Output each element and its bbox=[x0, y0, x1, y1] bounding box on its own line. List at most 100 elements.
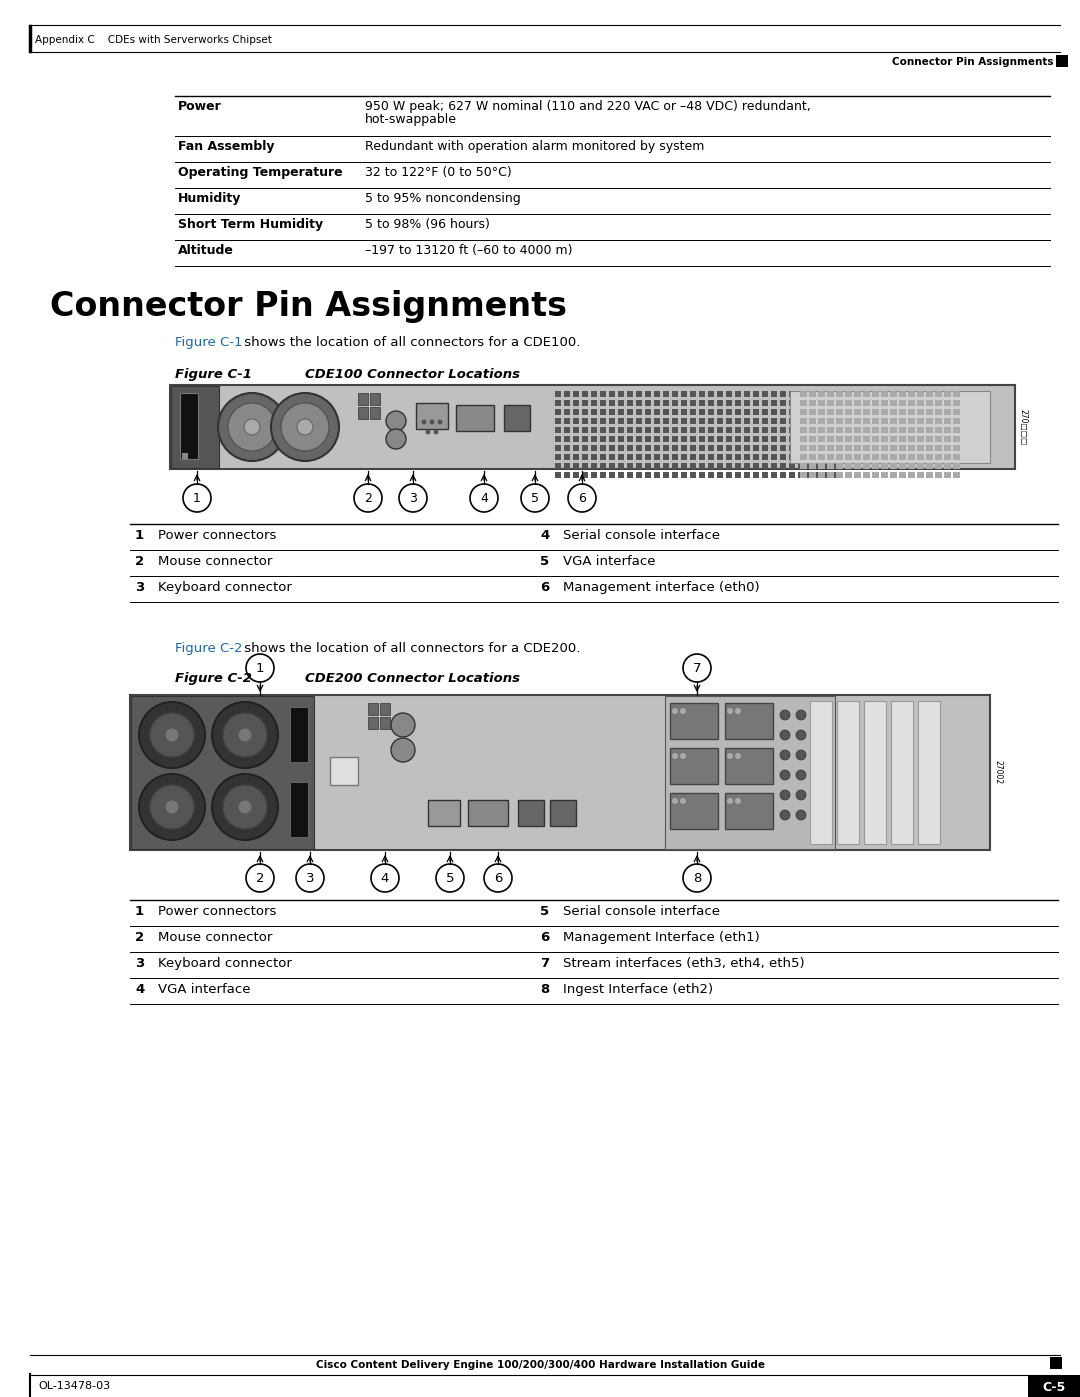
Bar bbox=[654, 454, 660, 460]
Bar bbox=[744, 409, 750, 415]
Bar bbox=[564, 409, 570, 415]
Text: C-5: C-5 bbox=[1042, 1382, 1066, 1394]
Bar bbox=[935, 436, 942, 441]
Bar bbox=[627, 427, 633, 433]
Bar bbox=[753, 400, 759, 407]
Bar bbox=[798, 427, 804, 433]
Bar bbox=[917, 454, 924, 460]
Bar bbox=[699, 454, 705, 460]
Bar bbox=[618, 418, 624, 425]
Bar bbox=[582, 418, 588, 425]
Bar bbox=[726, 436, 732, 441]
Bar bbox=[618, 391, 624, 397]
Bar bbox=[807, 418, 813, 425]
Bar bbox=[944, 472, 951, 478]
Bar bbox=[800, 454, 807, 460]
Bar bbox=[863, 454, 870, 460]
Bar bbox=[863, 427, 870, 433]
Bar bbox=[845, 391, 852, 397]
Bar bbox=[834, 418, 840, 425]
Circle shape bbox=[399, 483, 427, 511]
Bar bbox=[672, 427, 678, 433]
Bar bbox=[456, 405, 494, 432]
Circle shape bbox=[183, 483, 211, 511]
Bar bbox=[654, 472, 660, 478]
Bar bbox=[672, 454, 678, 460]
Bar bbox=[726, 462, 732, 469]
Circle shape bbox=[271, 393, 339, 461]
Text: Short Term Humidity: Short Term Humidity bbox=[178, 218, 323, 231]
Bar bbox=[564, 400, 570, 407]
Bar bbox=[672, 446, 678, 451]
Bar bbox=[837, 701, 859, 844]
Bar bbox=[935, 391, 942, 397]
Bar bbox=[627, 400, 633, 407]
Bar bbox=[708, 409, 714, 415]
Bar bbox=[771, 462, 777, 469]
Text: Redundant with operation alarm monitored by system: Redundant with operation alarm monitored… bbox=[365, 140, 704, 154]
Text: shows the location of all connectors for a CDE200.: shows the location of all connectors for… bbox=[240, 643, 580, 655]
Bar bbox=[672, 409, 678, 415]
Bar bbox=[827, 454, 834, 460]
Bar bbox=[665, 696, 835, 849]
Bar bbox=[609, 400, 615, 407]
Bar bbox=[771, 418, 777, 425]
Bar bbox=[600, 391, 606, 397]
Bar bbox=[926, 462, 933, 469]
Bar bbox=[672, 472, 678, 478]
Text: 4: 4 bbox=[381, 872, 389, 884]
Bar bbox=[600, 427, 606, 433]
Bar bbox=[130, 694, 990, 849]
Bar bbox=[663, 446, 669, 451]
Bar bbox=[935, 418, 942, 425]
Bar bbox=[609, 391, 615, 397]
Bar bbox=[681, 400, 687, 407]
Bar bbox=[564, 462, 570, 469]
Bar bbox=[618, 409, 624, 415]
Bar bbox=[809, 409, 816, 415]
Bar bbox=[555, 446, 561, 451]
Bar bbox=[670, 793, 718, 828]
Bar bbox=[726, 472, 732, 478]
Bar bbox=[744, 436, 750, 441]
Bar bbox=[368, 717, 378, 729]
Text: 5: 5 bbox=[540, 905, 549, 918]
Bar bbox=[827, 472, 834, 478]
Bar bbox=[809, 418, 816, 425]
Bar bbox=[672, 418, 678, 425]
Bar bbox=[917, 391, 924, 397]
Bar bbox=[699, 436, 705, 441]
Circle shape bbox=[521, 483, 549, 511]
Bar bbox=[564, 418, 570, 425]
Bar bbox=[681, 391, 687, 397]
Bar bbox=[800, 462, 807, 469]
Circle shape bbox=[437, 419, 443, 425]
Circle shape bbox=[735, 753, 741, 759]
Bar bbox=[827, 391, 834, 397]
Bar bbox=[780, 409, 786, 415]
Bar bbox=[810, 701, 832, 844]
Bar bbox=[816, 472, 822, 478]
Bar bbox=[699, 472, 705, 478]
Bar bbox=[825, 391, 831, 397]
Bar bbox=[550, 800, 576, 826]
Bar bbox=[654, 391, 660, 397]
Bar bbox=[872, 472, 879, 478]
Bar bbox=[735, 418, 741, 425]
Bar bbox=[699, 409, 705, 415]
Bar bbox=[744, 427, 750, 433]
Text: 4: 4 bbox=[481, 492, 488, 504]
Bar bbox=[645, 391, 651, 397]
Bar bbox=[917, 409, 924, 415]
Bar bbox=[827, 409, 834, 415]
Text: 6: 6 bbox=[540, 930, 550, 944]
Circle shape bbox=[430, 419, 434, 425]
Bar bbox=[881, 391, 888, 397]
Bar bbox=[872, 436, 879, 441]
Bar bbox=[762, 454, 768, 460]
Bar bbox=[753, 446, 759, 451]
Text: Cisco Content Delivery Engine 100/200/300/400 Hardware Installation Guide: Cisco Content Delivery Engine 100/200/30… bbox=[315, 1361, 765, 1370]
Circle shape bbox=[354, 483, 382, 511]
Text: 3: 3 bbox=[135, 957, 145, 970]
Bar bbox=[627, 472, 633, 478]
